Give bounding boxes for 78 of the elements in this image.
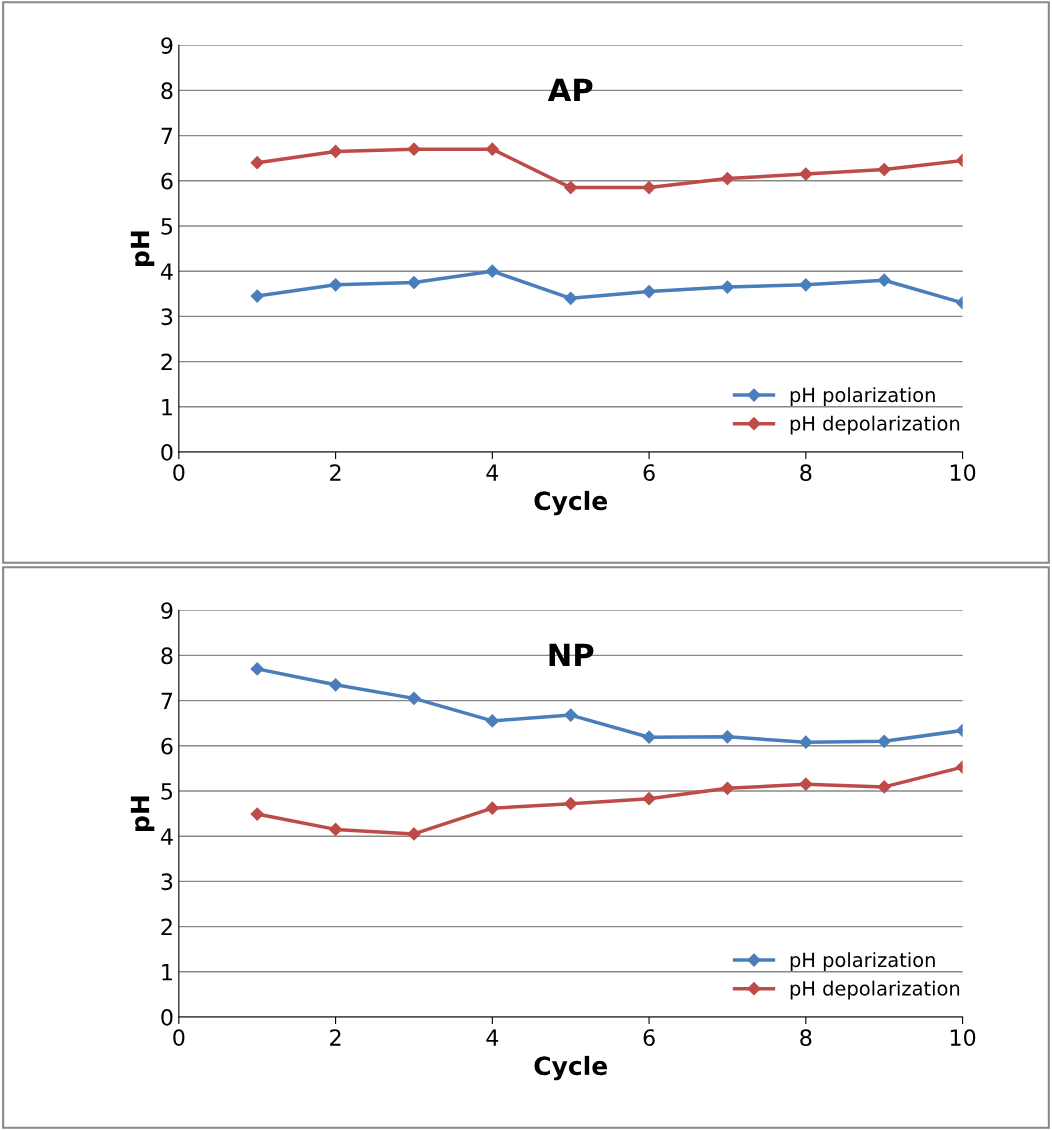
point (799, 777, 813, 791)
y-tick-label: 4 (160, 263, 173, 280)
point (877, 162, 891, 177)
point (407, 275, 421, 290)
x-tick-label: 10 (950, 1029, 976, 1047)
point (642, 180, 656, 195)
x-tick-label: 4 (486, 464, 499, 481)
x-axis-title: Cycle (534, 1055, 607, 1081)
y-tick-label: 5 (161, 783, 173, 800)
y-tick-label: 4 (160, 828, 173, 845)
x-tick-label: 6 (643, 1029, 655, 1047)
y-tick-label: 8 (161, 82, 173, 100)
x-axis-title: Cycle (534, 490, 607, 516)
point (250, 289, 264, 303)
point (564, 797, 578, 811)
point (564, 291, 578, 305)
point (720, 730, 735, 744)
point (250, 156, 264, 170)
y-tick-label: 6 (161, 172, 173, 190)
y-tick-label: 9 (161, 37, 173, 54)
x-tick-label: 0 (173, 464, 185, 482)
point (328, 278, 343, 292)
point (328, 678, 343, 692)
y-tick-label: 8 (161, 647, 173, 665)
point (407, 827, 421, 841)
point (250, 807, 264, 821)
y-tick-label: 3 (161, 308, 173, 326)
point (877, 734, 891, 748)
x-tick-label: 2 (330, 1029, 341, 1046)
y-tick-label: 7 (161, 127, 173, 145)
x-tick-label: 6 (643, 464, 655, 482)
legend-label: pH depolarization (790, 980, 960, 1000)
text: AP (547, 78, 593, 101)
y-tick-label: 3 (161, 873, 173, 891)
text: NP (549, 643, 594, 666)
point (407, 142, 421, 156)
point (877, 780, 891, 794)
point (799, 735, 813, 749)
x-tick-label: 8 (800, 1029, 812, 1047)
point (485, 142, 499, 156)
y-tick-label: 7 (161, 692, 173, 710)
point (720, 781, 735, 795)
y-tick-label: 2 (161, 918, 172, 936)
x-tick-label: 4 (486, 1029, 499, 1046)
point (485, 264, 499, 278)
point (328, 144, 343, 159)
point (485, 801, 499, 815)
point (564, 708, 578, 722)
y-tick-label: 9 (161, 602, 173, 619)
point (407, 691, 421, 705)
point (564, 180, 578, 195)
y-tick-label: 2 (161, 353, 172, 371)
legend-label: pH depolarization (790, 415, 960, 435)
point (328, 822, 343, 837)
x-tick-label: 8 (800, 464, 812, 482)
x-tick-label: 0 (173, 1029, 185, 1047)
point (720, 280, 735, 294)
y-tick-label: 1 (162, 964, 172, 981)
y-tick-label: 0 (161, 1008, 173, 1026)
y-tick-label: 5 (161, 218, 173, 235)
x-tick-label: 10 (950, 464, 976, 482)
y-tick-label: 1 (162, 399, 172, 416)
point (642, 730, 656, 744)
point (250, 662, 264, 676)
point (642, 284, 656, 299)
point (485, 714, 499, 728)
y-tick-label: 0 (161, 443, 173, 461)
y-tick-label: 6 (161, 737, 173, 755)
point (720, 171, 735, 186)
point (877, 273, 891, 287)
y-axis-title: pH (130, 231, 155, 266)
point (799, 167, 813, 181)
x-tick-label: 2 (330, 464, 341, 481)
y-axis-title: pH (130, 796, 155, 831)
legend-label: pH polarization (790, 952, 935, 971)
point (799, 278, 813, 292)
legend-label: pH polarization (790, 387, 935, 406)
point (642, 792, 656, 806)
